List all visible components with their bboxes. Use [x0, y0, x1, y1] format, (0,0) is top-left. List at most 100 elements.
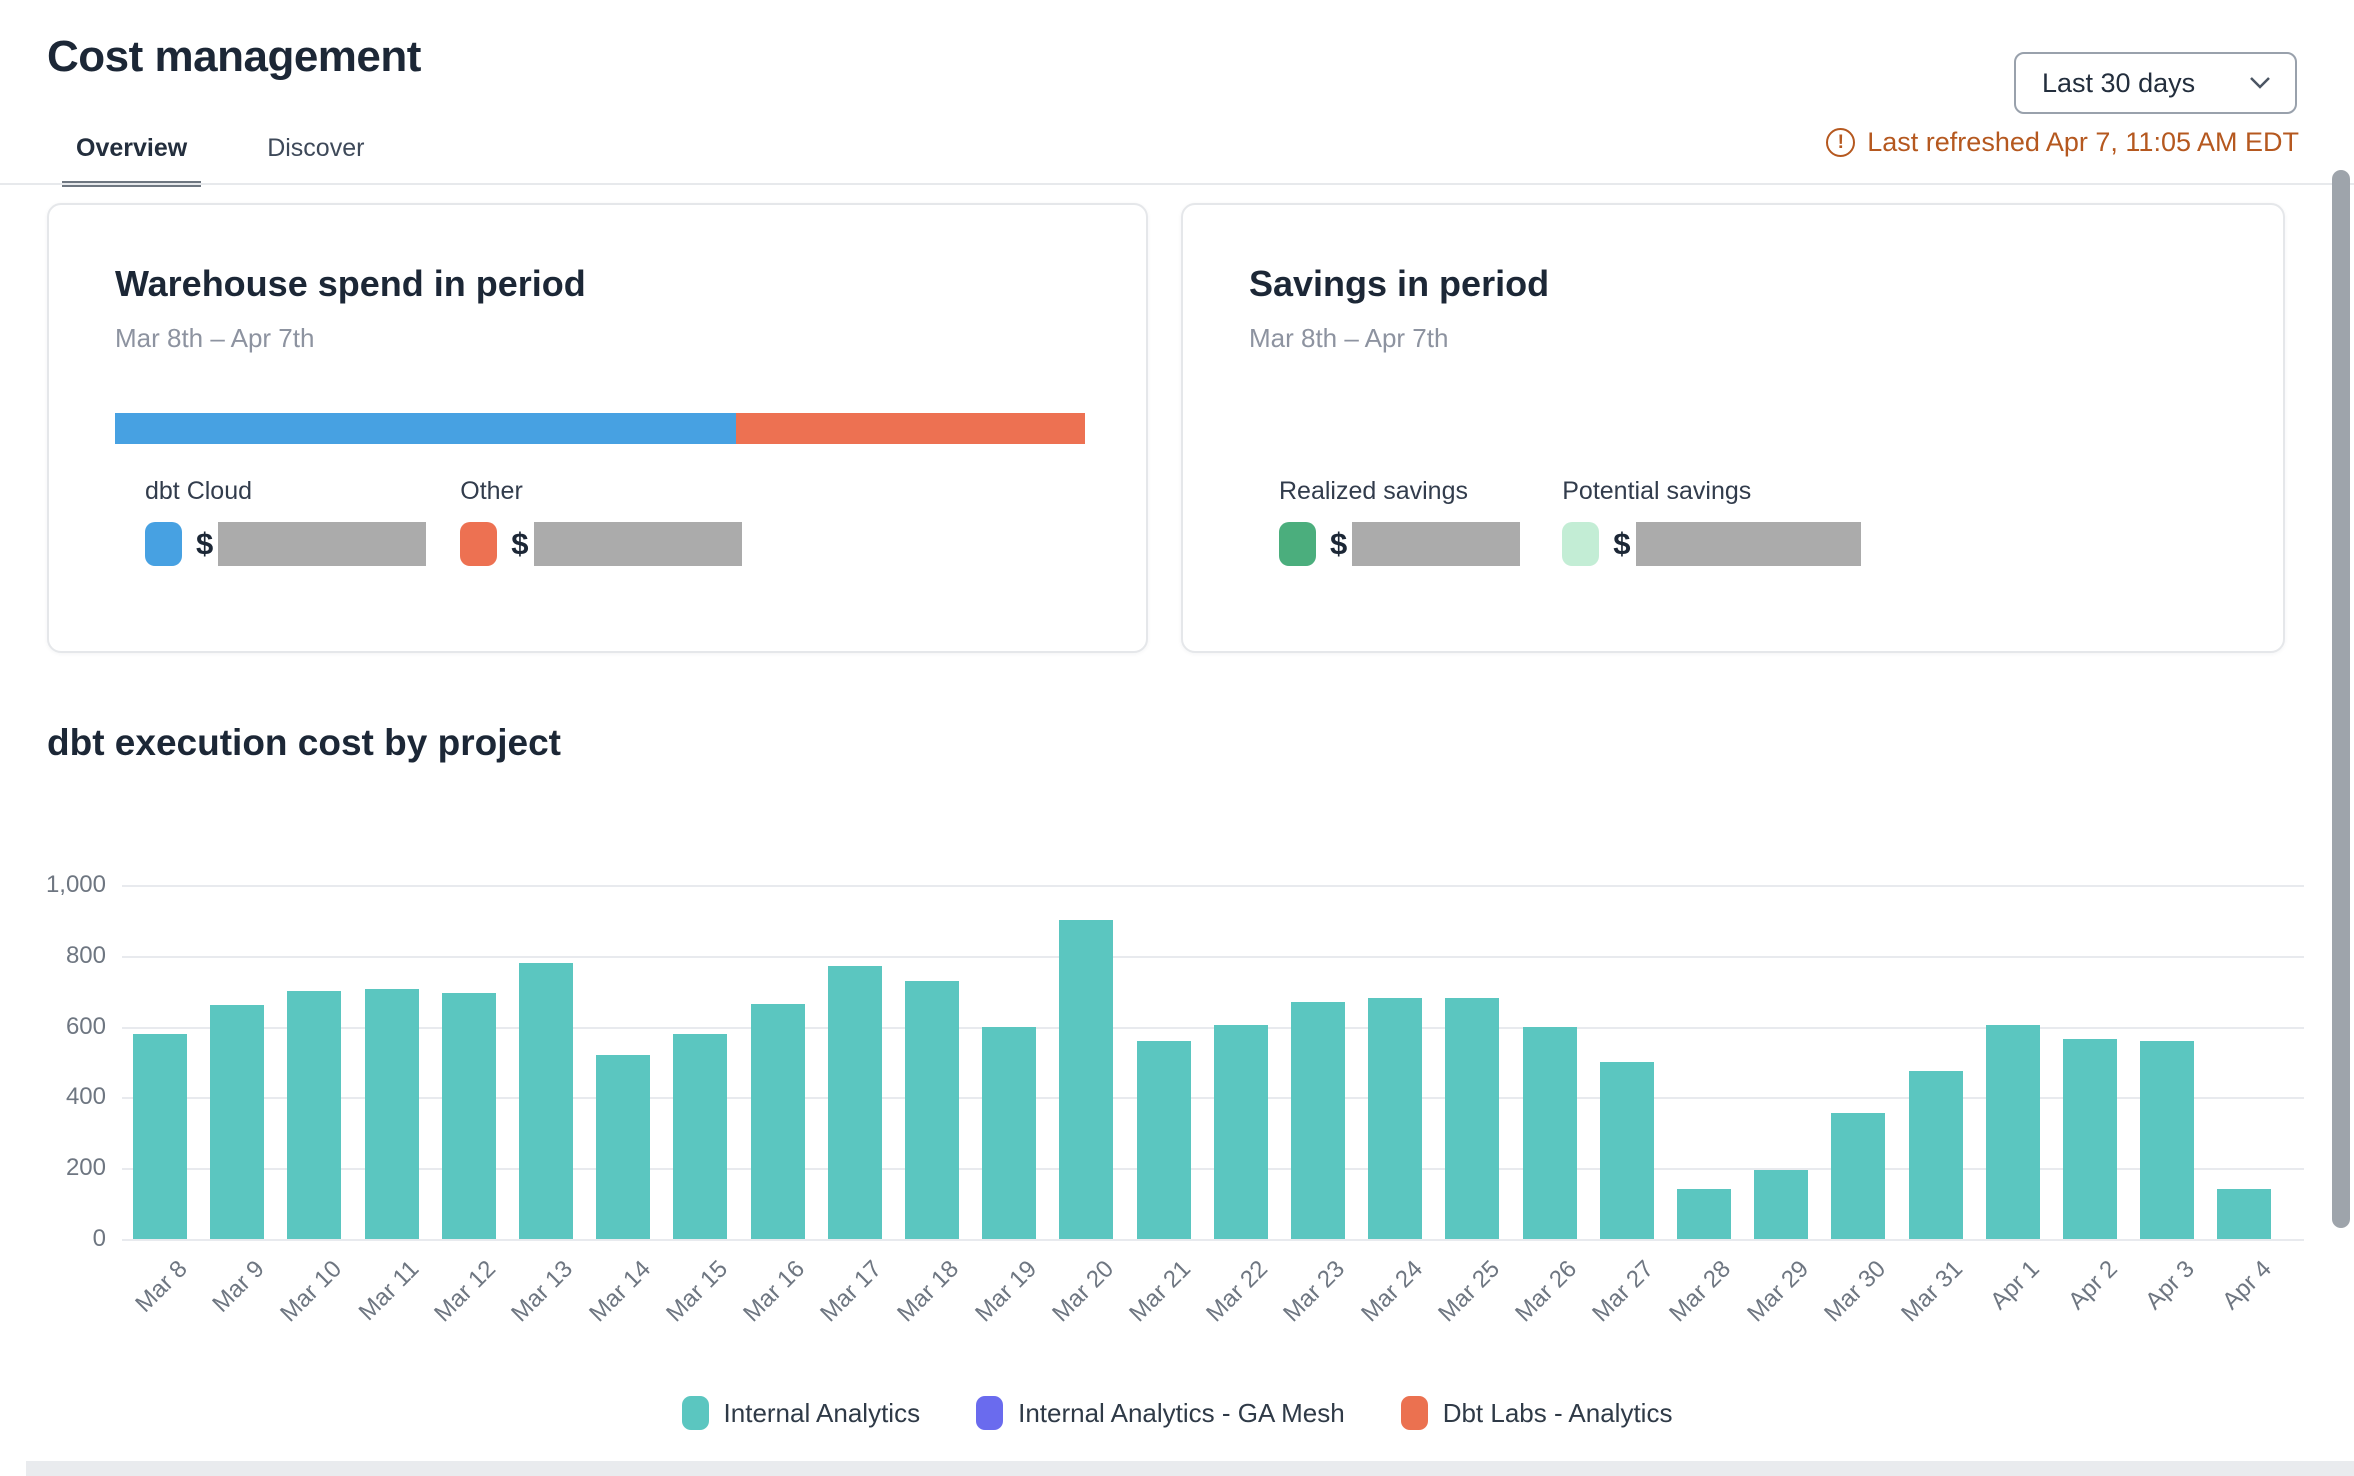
- horizontal-scrollbar-track[interactable]: [26, 1461, 2354, 1476]
- tab-discover[interactable]: Discover: [267, 134, 365, 162]
- bar-apr-1[interactable]: [1985, 1024, 2040, 1239]
- bar-mar-22[interactable]: [1213, 1024, 1268, 1239]
- realized-savings-swatch: [1279, 522, 1316, 566]
- date-range-dropdown[interactable]: Last 30 days: [2014, 52, 2297, 114]
- bar-mar-28[interactable]: [1677, 1189, 1731, 1239]
- x-tick-label: Mar 18: [892, 1255, 965, 1328]
- redacted-value: [1352, 522, 1521, 566]
- legend-item-dbt-labs-analytics[interactable]: Dbt Labs - Analytics: [1400, 1396, 1673, 1430]
- bar-mar-16[interactable]: [750, 1003, 805, 1239]
- x-tick-label: Mar 21: [1124, 1255, 1196, 1328]
- bar-mar-25[interactable]: [1445, 998, 1500, 1239]
- legend-label: Internal Analytics: [723, 1397, 921, 1428]
- bar-mar-15[interactable]: [673, 1033, 728, 1239]
- bar-mar-27[interactable]: [1599, 1062, 1654, 1239]
- x-tick-label: Mar 23: [1278, 1255, 1351, 1328]
- x-tick-label: Apr 2: [2062, 1255, 2123, 1315]
- x-tick-label: Apr 1: [1985, 1255, 2046, 1315]
- bar-mar-10[interactable]: [287, 991, 342, 1239]
- bar-mar-8[interactable]: [133, 1033, 187, 1239]
- spend-segment-dbt-cloud[interactable]: [115, 413, 736, 444]
- bar-apr-2[interactable]: [2063, 1039, 2117, 1239]
- bar-mar-9[interactable]: [210, 1005, 265, 1239]
- other-swatch: [460, 522, 498, 566]
- legend-swatch: [1400, 1396, 1428, 1430]
- x-tick-label: Mar 13: [506, 1255, 579, 1328]
- spend-legend: dbt Cloud $ Other $: [145, 477, 776, 566]
- vertical-scrollbar-thumb[interactable]: [2332, 170, 2350, 1228]
- redacted-value: [1635, 522, 1861, 566]
- currency-symbol: $: [196, 526, 214, 561]
- savings-legend: Realized savings $ Potential savings $: [1279, 477, 1903, 566]
- currency-symbol: $: [1330, 526, 1348, 561]
- legend-item-internal-analytics-ga-mesh[interactable]: Internal Analytics - GA Mesh: [976, 1396, 1345, 1430]
- x-tick-label: Mar 11: [353, 1255, 424, 1326]
- legend-item-internal-analytics[interactable]: Internal Analytics: [681, 1396, 921, 1430]
- bar-mar-31[interactable]: [1908, 1070, 1963, 1239]
- bar-mar-11[interactable]: [364, 989, 419, 1239]
- bar-mar-12[interactable]: [441, 993, 496, 1239]
- execution-cost-chart: 0 200 400 600 800 1,000 Mar 8 Mar 9 Mar 10 Mar 11…: [46, 872, 2304, 1327]
- chart-title: dbt execution cost by project: [47, 722, 561, 763]
- legend-label: Internal Analytics - GA Mesh: [1018, 1397, 1345, 1428]
- last-refreshed-status: ! Last refreshed Apr 7, 11:05 AM EDT: [1826, 127, 2299, 158]
- x-tick-label: Mar 26: [1510, 1255, 1582, 1328]
- spend-group-dbt-cloud: dbt Cloud $: [145, 477, 427, 566]
- page-title: Cost management: [47, 32, 421, 81]
- chart-legend: Internal Analytics Internal Analytics - G…: [0, 1396, 2354, 1430]
- savings-group-realized: Realized savings $: [1279, 477, 1521, 566]
- savings-group-potential: Potential savings $: [1562, 477, 1861, 566]
- savings-group-label: Realized savings: [1279, 477, 1468, 505]
- bar-mar-17[interactable]: [827, 966, 882, 1239]
- legend-swatch: [681, 1396, 709, 1430]
- bar-apr-3[interactable]: [2140, 1040, 2195, 1239]
- date-range-value: Last 30 days: [2042, 67, 2196, 98]
- bar-mar-14[interactable]: [596, 1054, 651, 1239]
- tab-overview[interactable]: Overview: [62, 134, 202, 187]
- dbt-cloud-swatch: [145, 522, 182, 566]
- spend-segment-other[interactable]: [735, 413, 1085, 444]
- x-tick-label: Mar 10: [274, 1255, 347, 1328]
- x-tick-label: Mar 12: [429, 1255, 502, 1328]
- gridline: [122, 956, 2304, 958]
- y-tick-label: 1,000: [45, 871, 106, 898]
- bar-mar-26[interactable]: [1522, 1026, 1577, 1239]
- redacted-value: [218, 522, 427, 566]
- card-title: Warehouse spend in period: [115, 263, 586, 304]
- bar-mar-20[interactable]: [1059, 920, 1114, 1239]
- bar-mar-24[interactable]: [1368, 998, 1423, 1239]
- bar-mar-18[interactable]: [905, 980, 959, 1239]
- warehouse-spend-card: Warehouse spend in period Mar 8th – Apr …: [47, 203, 1148, 653]
- x-tick-label: Mar 19: [969, 1255, 1042, 1328]
- tab-divider: [0, 183, 2354, 185]
- x-tick-label: Mar 20: [1046, 1255, 1119, 1328]
- redacted-value: [533, 522, 742, 566]
- bar-mar-29[interactable]: [1754, 1170, 1809, 1239]
- x-tick-label: Mar 25: [1432, 1255, 1505, 1328]
- y-tick-label: 0: [92, 1225, 106, 1252]
- bar-mar-23[interactable]: [1291, 1001, 1345, 1239]
- x-tick-label: Apr 3: [2139, 1255, 2200, 1315]
- x-tick-label: Mar 31: [1896, 1255, 1968, 1328]
- bar-mar-21[interactable]: [1136, 1040, 1191, 1239]
- gridline: [122, 1027, 2304, 1029]
- x-tick-label: Mar 16: [738, 1255, 810, 1328]
- spend-group-label: dbt Cloud: [145, 477, 253, 505]
- y-tick-label: 400: [65, 1083, 106, 1110]
- y-tick-label: 200: [65, 1154, 106, 1181]
- bar-apr-4[interactable]: [2217, 1189, 2272, 1239]
- x-tick-label: Apr 4: [2217, 1255, 2277, 1315]
- gridline: [122, 885, 2304, 887]
- bar-mar-19[interactable]: [982, 1026, 1037, 1239]
- bar-mar-13[interactable]: [519, 962, 573, 1239]
- x-tick-label: Mar 22: [1201, 1255, 1274, 1328]
- spend-stacked-bar: [115, 413, 1085, 444]
- card-title: Savings in period: [1249, 263, 1550, 304]
- tab-bar: Overview Discover: [62, 134, 378, 187]
- x-tick-label: Mar 17: [815, 1255, 888, 1328]
- bar-mar-30[interactable]: [1831, 1113, 1886, 1239]
- spend-group-label: Other: [460, 477, 523, 505]
- last-refreshed-text: Last refreshed Apr 7, 11:05 AM EDT: [1867, 127, 2299, 157]
- x-tick-label: Mar 9: [207, 1255, 270, 1318]
- legend-label: Dbt Labs - Analytics: [1442, 1397, 1673, 1428]
